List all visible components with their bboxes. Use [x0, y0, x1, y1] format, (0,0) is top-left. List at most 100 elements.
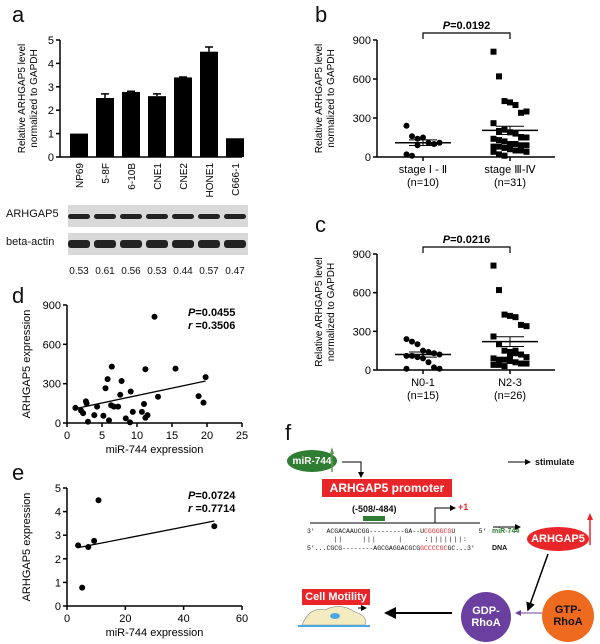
- data-point: [507, 99, 513, 106]
- data-point: [83, 400, 90, 407]
- dna-tag: DNA: [492, 545, 508, 552]
- y-tick-label: 4: [48, 58, 54, 70]
- panel-label-c: c: [315, 212, 326, 237]
- x-tick-label: 5-8F: [101, 163, 112, 184]
- x-tick-label: 15: [166, 430, 178, 442]
- p-value: =0.0216: [450, 234, 490, 246]
- dna-sequence: 5'...CGCG--------AGCGAGGACGCGGCCCCGCGC..…: [307, 545, 475, 553]
- blot-label-beta-actin: beta-actin: [6, 236, 55, 248]
- regression-line: [78, 520, 215, 549]
- arrow-to-gdp: [526, 553, 549, 612]
- data-point: [431, 141, 437, 147]
- data-point: [490, 135, 497, 142]
- y-tick-label: 3: [55, 530, 61, 542]
- x-tick-label: 25: [236, 430, 248, 442]
- data-point: [518, 147, 524, 154]
- p-value: =0.0455: [195, 307, 235, 319]
- data-point: [129, 408, 136, 415]
- blot-band: [146, 240, 168, 248]
- cell-icon: [298, 605, 370, 627]
- data-point: [142, 366, 149, 373]
- data-point: [490, 262, 497, 269]
- data-point: [523, 148, 530, 155]
- sem-bar: [496, 125, 524, 136]
- error-bar: [101, 93, 109, 99]
- data-point: [496, 137, 502, 144]
- data-point: [496, 341, 502, 348]
- data-point: [507, 354, 513, 361]
- data-point: [490, 48, 497, 55]
- data-point: [496, 356, 502, 363]
- data-point: [523, 108, 530, 115]
- x-tick-label-n: (n=15): [407, 390, 439, 402]
- data-point: [512, 102, 519, 108]
- data-point: [100, 412, 107, 419]
- data-point: [518, 351, 524, 358]
- y-tick-label: 1: [55, 577, 61, 589]
- data-point: [127, 419, 133, 426]
- blot-band: [146, 214, 168, 219]
- up-arrow-red-head-icon: [587, 513, 593, 520]
- r-value: =0.7714: [195, 503, 236, 515]
- significance-bracket: [422, 246, 511, 253]
- data-point: [155, 393, 161, 400]
- panel-label-a: a: [12, 2, 25, 27]
- sem-bar: [409, 139, 437, 147]
- mir-sequence: 3' ACGACAAUCGG---------GA--UCGGGGCGU 5': [307, 528, 486, 536]
- blot-band: [172, 240, 194, 248]
- tss-label: +1: [458, 502, 469, 512]
- blot-band: [172, 214, 194, 219]
- data-point: [403, 352, 410, 359]
- binding-site: [363, 516, 385, 521]
- data-point: [496, 287, 502, 294]
- error-bar: [127, 90, 135, 92]
- panel-label-f: f: [285, 420, 292, 445]
- data-point: [501, 311, 508, 318]
- data-point: [496, 151, 502, 158]
- data-point: [409, 152, 415, 159]
- x-tick-label: 0: [64, 430, 70, 442]
- y-tick-label: 0: [55, 418, 61, 430]
- arhgap5-node: ARHGAP5: [527, 527, 589, 551]
- y-tick-label: 0: [365, 152, 371, 164]
- x-tick-label: CNE2: [179, 163, 190, 190]
- x-tick-label: stage Ⅰ - Ⅱ: [399, 164, 447, 176]
- y-axis-label: Relative ARHGAP5 level: [314, 257, 325, 367]
- data-point: [512, 314, 519, 321]
- data-point: [490, 355, 497, 362]
- y-tick-label: 900: [353, 35, 371, 47]
- x-tick-label: 0: [64, 613, 70, 625]
- data-point: [409, 352, 415, 359]
- promoter-box: ARHGAP5 promoter: [322, 479, 452, 497]
- y-tick-label: 0: [48, 152, 54, 164]
- x-tick-label-n: (n=26): [494, 390, 526, 402]
- data-point: [118, 378, 125, 385]
- blot-beta-actin: [68, 233, 248, 255]
- data-point: [512, 141, 519, 147]
- data-point: [91, 537, 98, 544]
- data-point: [490, 333, 497, 340]
- data-point: [95, 497, 102, 504]
- blot-ratio: 0.57: [199, 266, 219, 277]
- data-point: [403, 365, 410, 372]
- y-tick-label: 2: [48, 105, 54, 117]
- panel-label-d: d: [12, 283, 25, 308]
- x-tick-label: CNE1: [153, 163, 164, 190]
- x-tick-label: stage Ⅲ-Ⅳ: [484, 164, 536, 176]
- up-arrow-head-icon: [330, 447, 334, 454]
- y-axis-label: ARHGAP5 expression: [21, 310, 33, 419]
- x-tick-label: HONE1: [205, 163, 216, 198]
- bar-CNE2: [174, 77, 192, 157]
- r-value-annotation: r =0.7714: [188, 503, 236, 515]
- error-bar: [205, 46, 213, 52]
- data-point: [523, 323, 530, 330]
- data-point: [102, 385, 109, 392]
- blot-band: [68, 240, 90, 248]
- y-tick-label: 900: [43, 300, 61, 312]
- dna-site: GCCCCGC: [420, 545, 448, 552]
- data-point: [122, 415, 129, 422]
- p-label: P: [443, 234, 451, 246]
- data-point: [518, 142, 524, 149]
- x-tick-label-n: (n=10): [407, 177, 439, 189]
